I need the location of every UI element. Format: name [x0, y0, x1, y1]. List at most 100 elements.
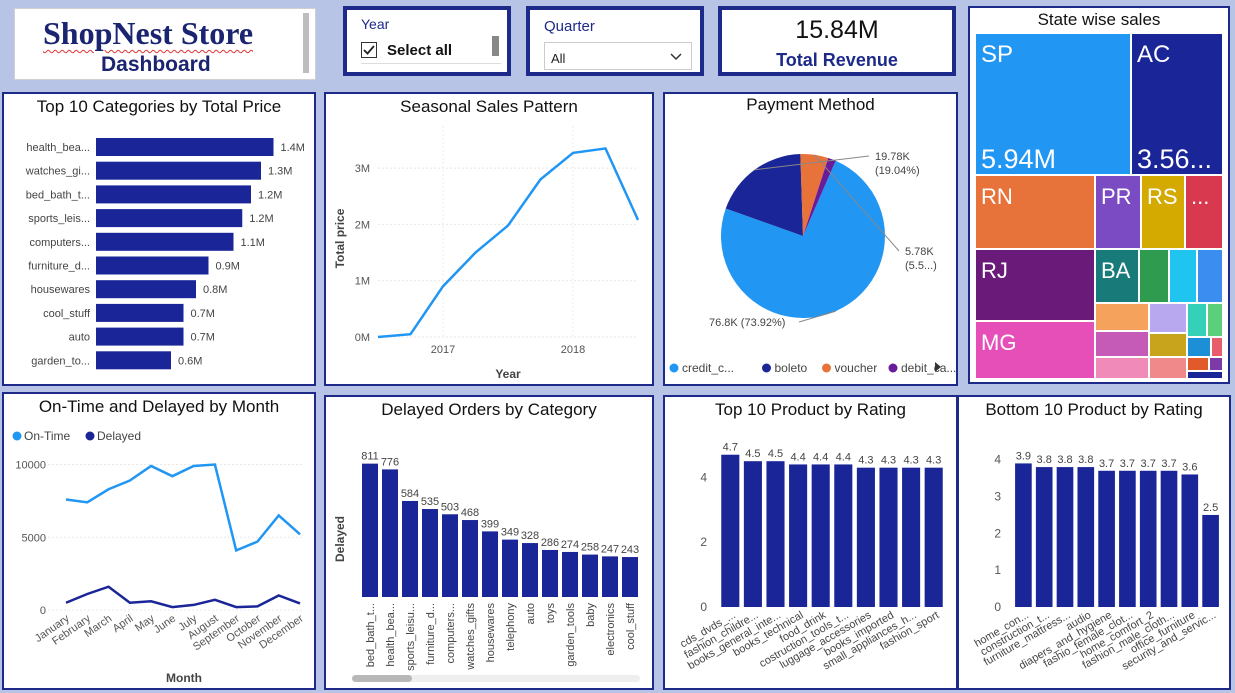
y-tick-label: 4 — [994, 453, 1001, 467]
pie-slice — [725, 154, 803, 236]
payment-panel: Payment Method 76.8K (73.92%) 19.78K (19.0… — [663, 92, 958, 386]
chevron-down-icon[interactable] — [669, 49, 683, 68]
legend-label: credit_c... — [682, 361, 734, 375]
bottom-rating-title: Bottom 10 Product by Rating — [985, 400, 1203, 419]
bar — [482, 531, 498, 597]
y-axis-title: Total price — [333, 208, 347, 268]
bar-value-label: 2.5 — [1203, 502, 1218, 514]
pie-leader-line — [754, 155, 870, 171]
bar — [442, 514, 458, 597]
month-label: April — [111, 613, 136, 635]
bar — [1015, 463, 1032, 607]
quarter-dropdown[interactable]: All — [544, 42, 692, 70]
total-revenue-label: Total Revenue — [776, 50, 898, 70]
y-tick-label: 2 — [700, 535, 707, 549]
treemap-state-label: PR — [1101, 184, 1132, 209]
treemap-small-tile — [1210, 358, 1222, 370]
pie-data-label: 76.8K (73.92%) — [709, 317, 785, 329]
category-bar — [96, 303, 184, 322]
top-rating-chart: 0244.7cds_dvds_...4.5fashion_childre...4… — [678, 442, 943, 672]
bar-value-label: 811 — [361, 451, 379, 463]
category-label: electronics — [605, 603, 617, 656]
ontime-delayed-panel: On-Time and Delayed by Month 0 5000 10000 O… — [2, 392, 316, 690]
bar — [382, 469, 398, 597]
delayed-category-panel: Delayed Orders by Category 811 bed_bath_t… — [324, 395, 654, 690]
quarter-value: All — [551, 51, 566, 66]
treemap-value-label: 5.94M — [981, 144, 1056, 174]
state-sales-panel: State wise sales SP 5.94M AC 3.56... RN PR RS.… — [968, 6, 1230, 384]
bar — [1181, 474, 1199, 607]
category-label: computers... — [29, 237, 90, 249]
horizontal-scrollbar[interactable] — [352, 675, 640, 682]
delayed-line — [65, 585, 301, 609]
checkbox-checked-icon[interactable] — [361, 42, 377, 58]
bar-value-label: 776 — [381, 456, 399, 468]
category-label: garden_tools — [565, 603, 577, 667]
legend-label: boleto — [775, 361, 808, 375]
treemap-small-tile — [1150, 334, 1186, 356]
year-slicer-scrollbar[interactable] — [492, 36, 499, 56]
bar — [1139, 470, 1157, 607]
bar — [622, 557, 638, 597]
year-slicer[interactable]: Year Select all — [343, 6, 511, 76]
category-label: cool_stuff — [625, 602, 637, 650]
bar-value-label: 4.3 — [926, 455, 941, 467]
category-label: health_bea... — [26, 142, 90, 154]
bar-value-label: 258 — [581, 542, 599, 554]
category-bar — [96, 256, 209, 275]
select-all-option[interactable]: Select all — [361, 40, 501, 64]
treemap-tile — [1096, 176, 1140, 248]
brand-scroll-thumb[interactable] — [303, 13, 309, 73]
legend-marker — [85, 431, 95, 441]
year-slicer-label: Year — [361, 16, 390, 32]
bar-value-label: 4.3 — [881, 455, 896, 467]
category-label: watches_gi... — [25, 166, 90, 178]
bar-value-label: 3.8 — [1037, 454, 1052, 466]
bottom-rating-panel: Bottom 10 Product by Rating 0 1 2 3 4 3.9 home… — [957, 395, 1231, 690]
bar — [1202, 514, 1219, 607]
legend-marker — [669, 363, 679, 373]
total-revenue-value: 15.84M — [795, 16, 879, 44]
play-right-icon — [935, 362, 941, 372]
bar — [1098, 470, 1115, 607]
bar — [743, 461, 762, 607]
bar-value-label: 4.4 — [790, 451, 805, 463]
bar-value-label: 468 — [461, 507, 479, 519]
bar-value-label: 399 — [481, 518, 499, 530]
treemap-small-tile — [1188, 304, 1206, 336]
bar — [502, 539, 518, 597]
y-tick-label: 0 — [40, 605, 46, 617]
bar — [562, 551, 578, 597]
treemap-small-tile — [1150, 304, 1186, 332]
treemap-small-tile — [1212, 338, 1222, 356]
treemap-state-label: MG — [981, 330, 1016, 355]
treemap-small-tile — [1188, 358, 1208, 370]
category-bar — [96, 185, 251, 204]
category-value-label: 0.7M — [191, 308, 215, 320]
sales-line — [377, 147, 640, 339]
pie-slice — [803, 157, 836, 236]
payment-title: Payment Method — [746, 95, 875, 114]
month-label: May — [133, 612, 157, 634]
bar-value-label: 3.7 — [1141, 458, 1156, 470]
treemap-state-label: RJ — [981, 258, 1008, 283]
treemap-small-tile — [1198, 250, 1222, 302]
y-tick-label: 1M — [355, 276, 370, 288]
treemap-small-tile — [1140, 250, 1168, 302]
y-axis-title: Delayed — [333, 516, 347, 562]
legend-label: debit_ca... — [901, 361, 956, 375]
bar-value-label: 3.7 — [1120, 458, 1135, 470]
y-tick-label: 0M — [355, 332, 370, 344]
bar-value-label: 3.8 — [1078, 454, 1093, 466]
pie-data-label-sub: (19.04%) — [875, 165, 920, 177]
scroll-thumb[interactable] — [352, 675, 412, 682]
category-bar — [96, 138, 274, 156]
category-value-label: 1.2M — [258, 189, 282, 201]
pie-leader-line — [798, 310, 836, 323]
top-rating-panel: Top 10 Product by Rating 0 2 4 4.7 cds_dvds_… — [663, 395, 958, 690]
y-tick-label: 2 — [994, 526, 1001, 540]
bar — [402, 500, 418, 597]
pie-leader-line — [814, 154, 900, 252]
pie-data-label: 5.78K — [905, 246, 934, 258]
top-categories-title: Top 10 Categories by Total Price — [36, 97, 282, 116]
